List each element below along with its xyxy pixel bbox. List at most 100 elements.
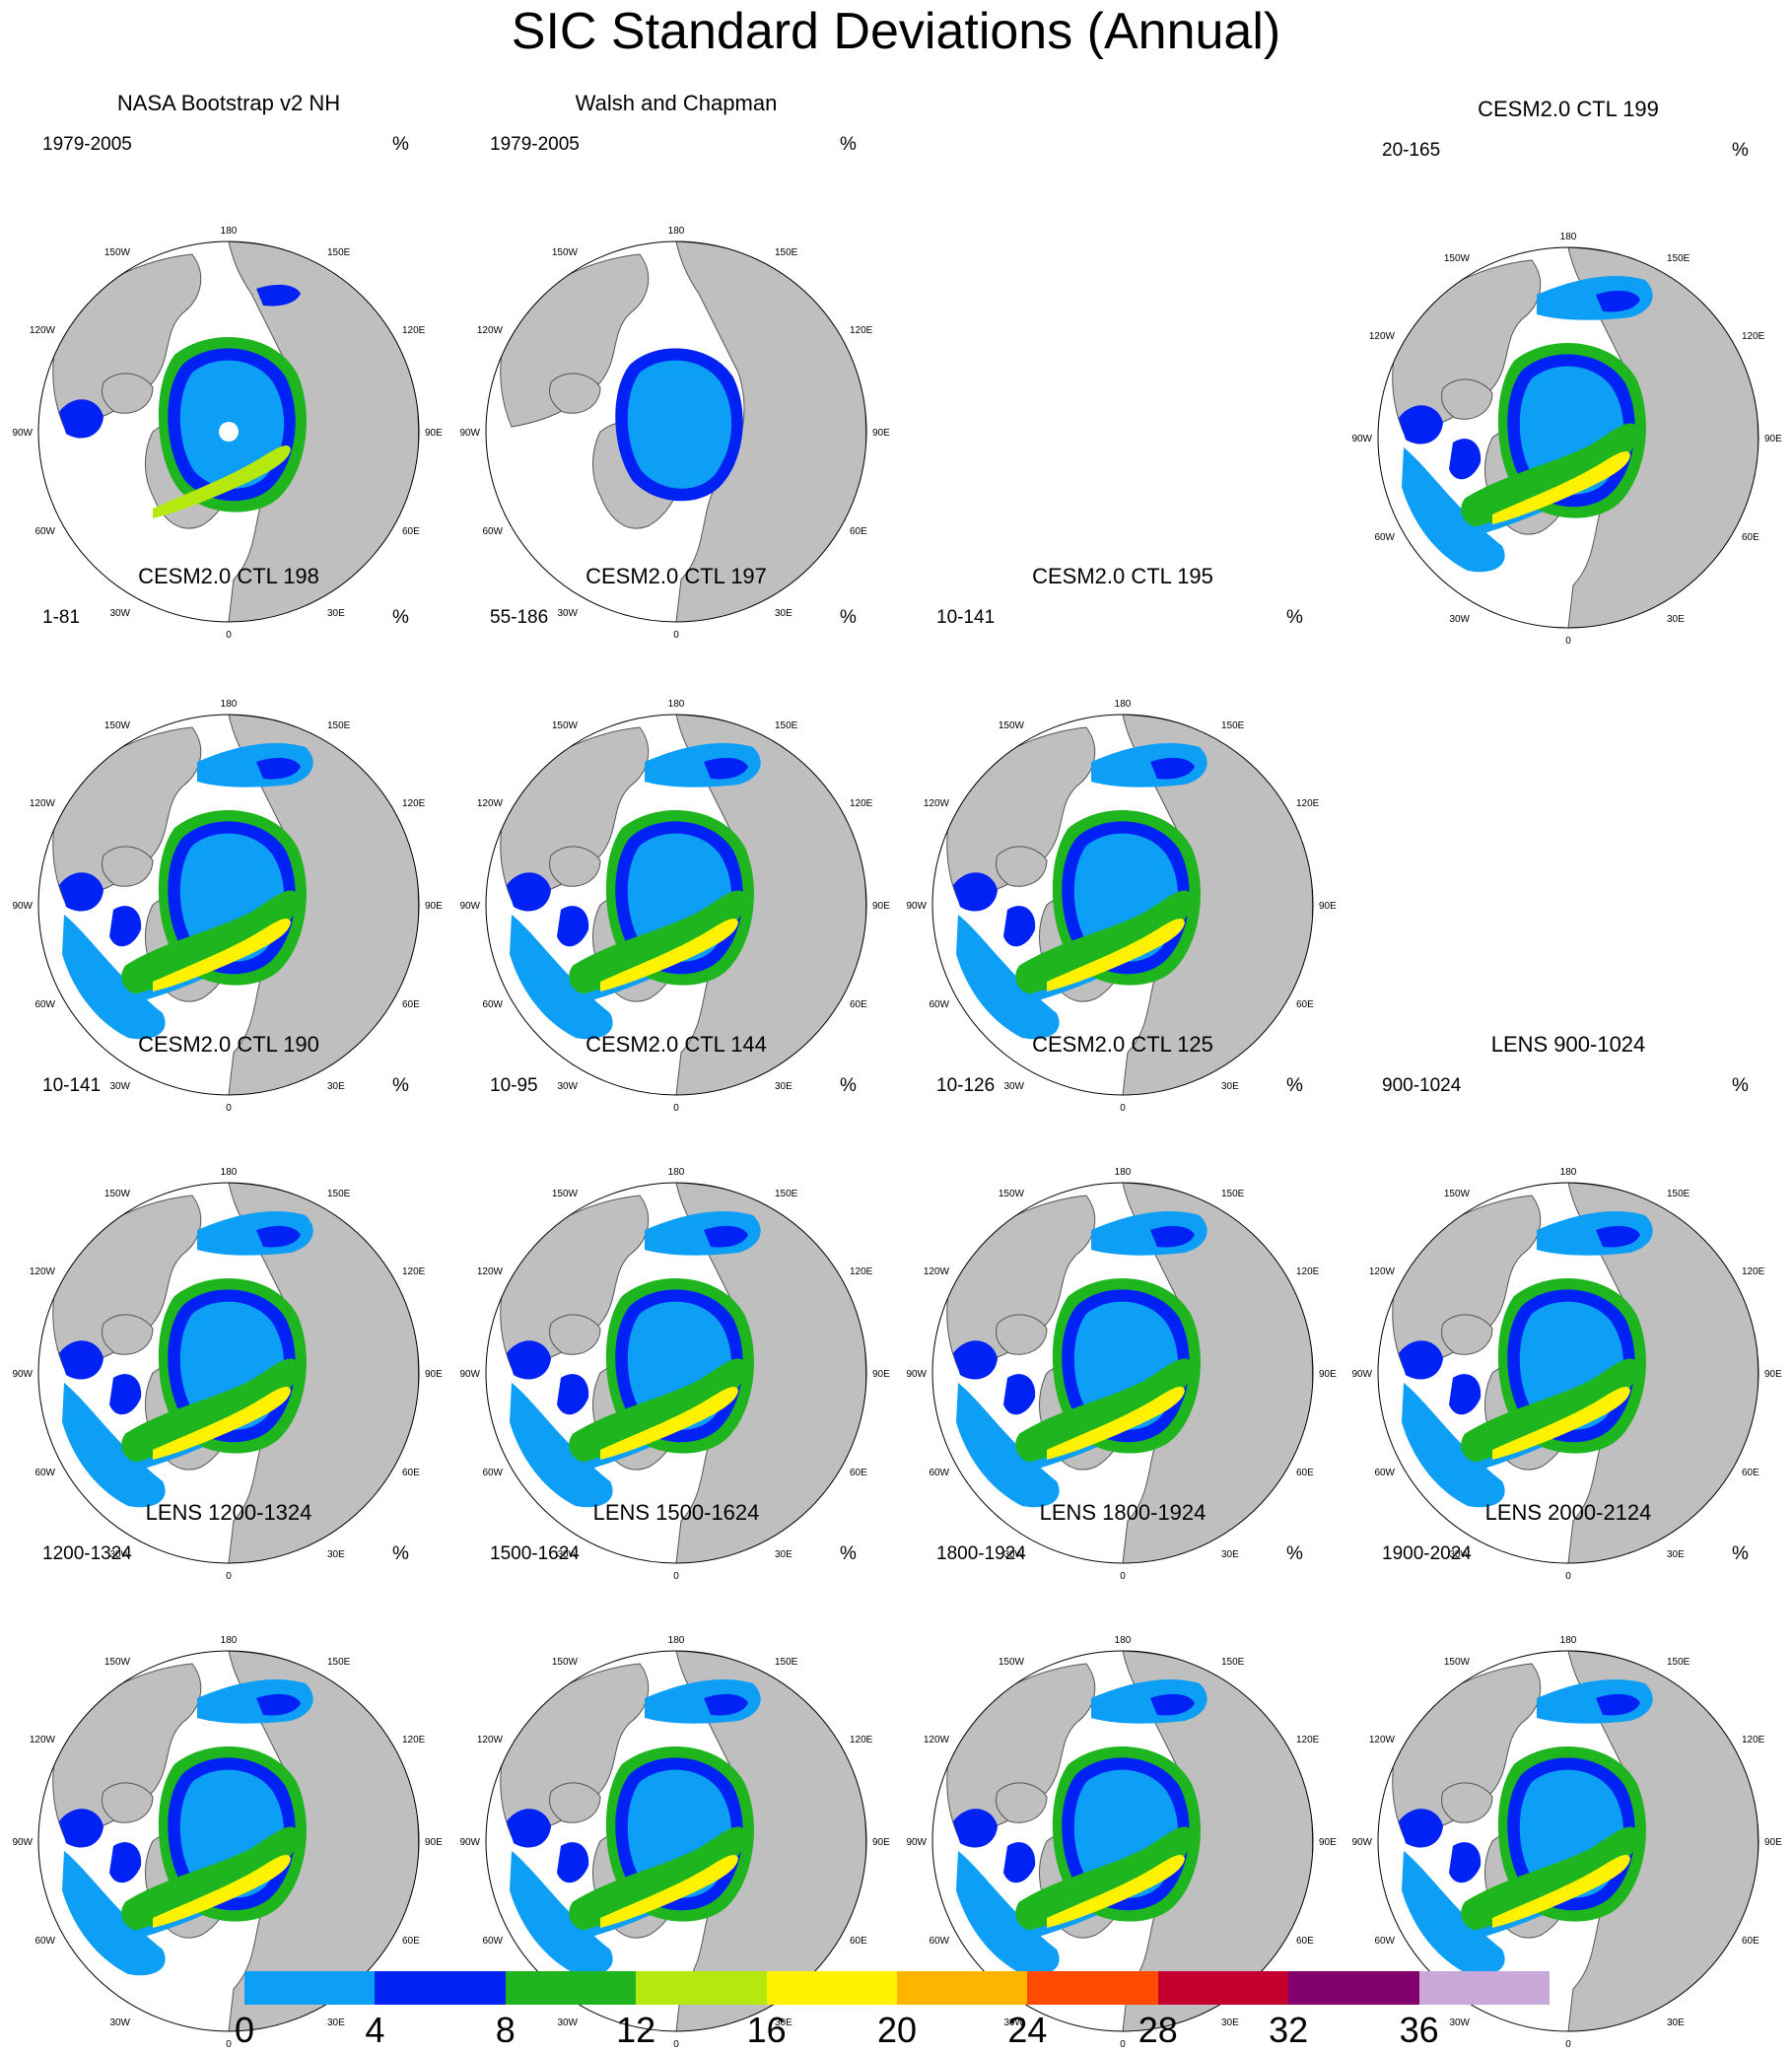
panel-unit: %: [840, 1543, 857, 1564]
longitude-label: 90E: [1319, 901, 1337, 912]
land-mass: [549, 1314, 601, 1355]
sea-ice-region: [1047, 1387, 1185, 1460]
panel-period: 1500-1624: [490, 1543, 580, 1564]
sea-ice-region: [1399, 1340, 1443, 1380]
map-panel: LENS 1500-1624 1500-1624 % 180 150W 150E 12…: [452, 1496, 900, 2048]
longitude-label: 150E: [327, 1657, 351, 1668]
land-mass: [996, 1314, 1048, 1355]
sea-ice-region: [600, 919, 738, 992]
longitude-label: 180: [1115, 699, 1132, 710]
longitude-label: 90E: [425, 428, 443, 439]
colorbar-segment: [897, 1971, 1028, 2005]
longitude-label: 60E: [1742, 1936, 1759, 1947]
sea-ice-region: [153, 1387, 291, 1460]
panel-period: 10-141: [936, 607, 996, 628]
longitude-label: 30W: [1449, 2018, 1470, 2028]
longitude-label: 0: [226, 2039, 232, 2048]
sea-ice-region: [109, 1842, 142, 1883]
sea-ice-region: [121, 890, 299, 994]
sea-ice-region: [507, 1809, 551, 1848]
longitude-label: 120E: [1742, 1735, 1765, 1745]
sea-ice-region: [1015, 1826, 1193, 1931]
longitude-label: 120E: [850, 1266, 873, 1277]
map-panel: LENS 2000-2124 1900-2024 % 180 150W 150E 12…: [1344, 1496, 1792, 2048]
longitude-label: 180: [1560, 1635, 1577, 1646]
longitude-label: 90W: [12, 428, 33, 439]
longitude-label: 180: [221, 699, 238, 710]
colorbar-tick-label: 36: [1399, 2010, 1439, 2050]
longitude-label: 120W: [30, 1735, 56, 1745]
longitude-label: 0: [1120, 1571, 1126, 1580]
land-mass: [102, 1314, 154, 1355]
map-panel: LENS 900-1024 900-1024 % 180 150W 150E 120W…: [1344, 1028, 1792, 1580]
longitude-label: 120E: [850, 325, 873, 336]
sea-ice-region: [1047, 919, 1185, 992]
map-boundary: [37, 1650, 420, 2032]
polar-map: 180 150W 150E 120W 120E 90W 90E 60W 60E 30W 30E 0: [459, 699, 890, 1112]
longitude-label: 180: [668, 226, 685, 237]
polar-map: 180 150W 150E 120W 120E 90W 90E 60W 60E 30W 30E 0: [12, 1635, 443, 2048]
longitude-label: 0: [226, 1571, 232, 1580]
panel-period: 1800-1924: [936, 1543, 1026, 1564]
map-boundary: [931, 1650, 1314, 2032]
sea-ice-region: [569, 890, 746, 994]
panel-unit: %: [1732, 1075, 1749, 1096]
sea-ice-region: [62, 1383, 166, 1508]
sea-ice-region: [62, 1851, 166, 1976]
longitude-label: 150W: [552, 720, 579, 731]
panel-unit: %: [1286, 1075, 1303, 1096]
longitude-label: 120W: [1369, 331, 1396, 342]
sea-ice-region: [569, 1358, 746, 1463]
longitude-label: 0: [673, 1103, 679, 1112]
sea-ice-region: [1399, 405, 1443, 445]
longitude-label: 30W: [109, 1549, 130, 1560]
panel-unit: %: [840, 1075, 857, 1096]
longitude-label: 120W: [30, 798, 56, 809]
map-boundary: [37, 240, 420, 623]
longitude-label: 30E: [1667, 1549, 1685, 1560]
sea-ice-region: [557, 1374, 589, 1415]
sea-ice-region: [153, 445, 291, 518]
panel-title: CESM2.0 CTL 197: [586, 564, 767, 588]
map-panel: CESM2.0 CTL 199 20-165 % 180 150W 150E 120W…: [1344, 93, 1792, 645]
sea-ice-region: [956, 1851, 1060, 1976]
longitude-label: 90E: [425, 901, 443, 912]
longitude-label: 150W: [104, 1657, 131, 1668]
longitude-label: 60E: [402, 1468, 420, 1478]
longitude-label: 60E: [1742, 532, 1759, 543]
longitude-label: 60W: [34, 1468, 55, 1478]
sea-ice-region: [1150, 1225, 1195, 1248]
longitude-label: 180: [221, 1167, 238, 1178]
sea-ice-region: [704, 757, 748, 780]
sea-ice-region: [510, 915, 613, 1040]
land-mass: [1441, 378, 1493, 420]
longitude-label: 120W: [1369, 1735, 1396, 1745]
sea-ice-region: [1492, 1855, 1630, 1928]
sea-ice-region: [1596, 1225, 1640, 1248]
longitude-label: 150W: [1444, 1657, 1471, 1668]
longitude-label: 120W: [924, 798, 950, 809]
sea-ice-region: [62, 915, 166, 1040]
longitude-label: 30E: [775, 1081, 793, 1092]
map-boundary: [37, 714, 420, 1096]
sea-ice-region: [256, 1225, 301, 1248]
longitude-label: 120E: [1296, 798, 1320, 809]
sea-ice-region: [59, 399, 103, 439]
longitude-label: 30E: [1221, 1081, 1239, 1092]
longitude-label: 30W: [557, 2018, 578, 2028]
sea-ice-region: [1461, 423, 1638, 527]
longitude-label: 180: [221, 1635, 238, 1646]
longitude-label: 150E: [1667, 253, 1690, 264]
longitude-label: 30E: [775, 608, 793, 619]
longitude-label: 60W: [1374, 532, 1395, 543]
sea-ice-region: [1461, 1826, 1638, 1931]
map-panel: CESM2.0 CTL 197 55-186 % 180 150W 150E 120W…: [452, 560, 900, 1112]
sea-ice-region: [600, 1387, 738, 1460]
polar-map: 180 150W 150E 120W 120E 90W 90E 60W 60E 30W 30E 0: [906, 699, 1337, 1112]
longitude-label: 120E: [1296, 1735, 1320, 1745]
panel-period: 1200-1324: [42, 1543, 132, 1564]
sea-ice-region: [1150, 1693, 1195, 1716]
sea-ice-region: [121, 1358, 299, 1463]
sea-ice-region: [1402, 1383, 1505, 1508]
sea-ice-region: [953, 1809, 998, 1848]
